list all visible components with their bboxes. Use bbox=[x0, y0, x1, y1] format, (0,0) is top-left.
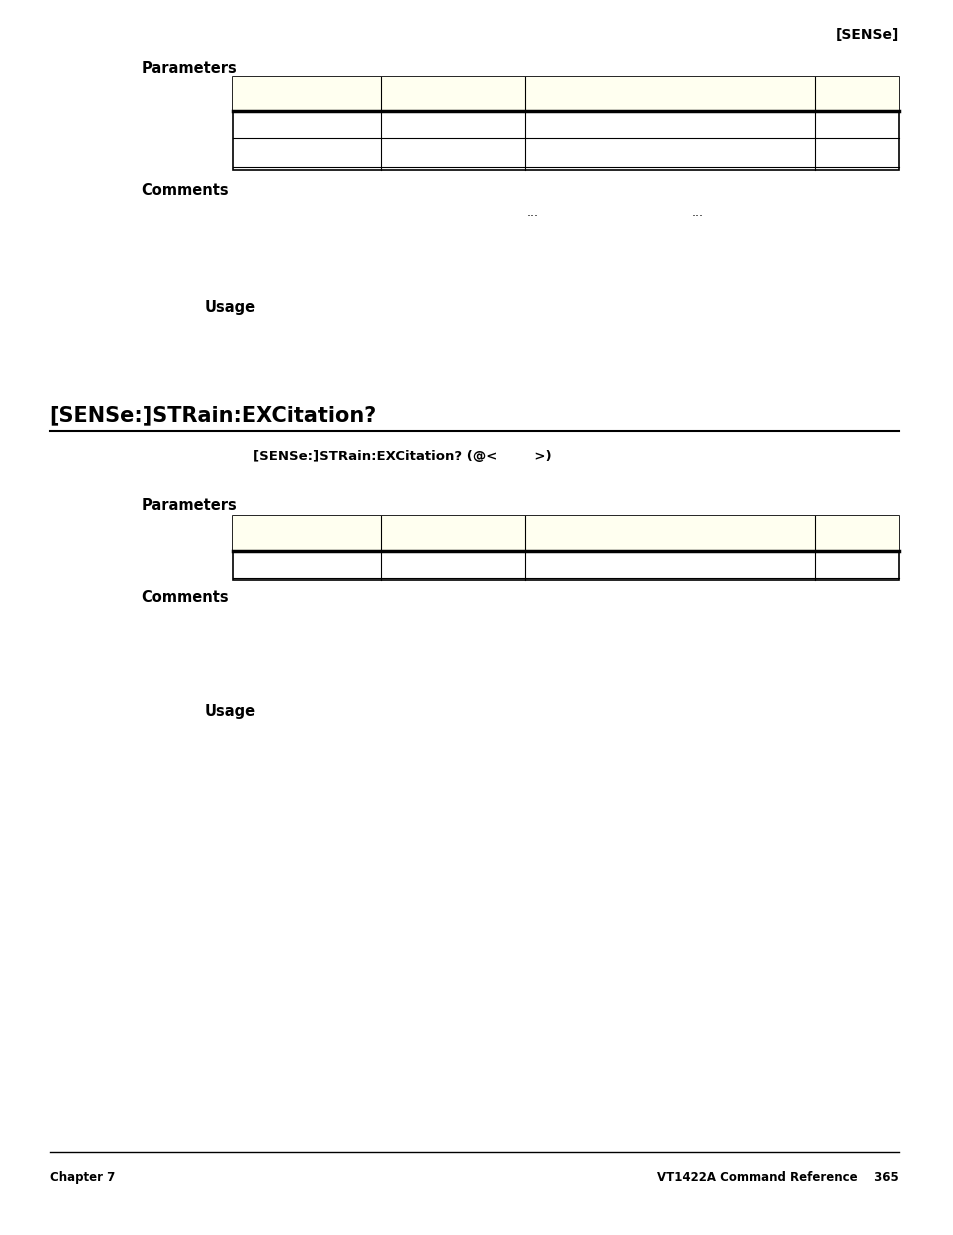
Text: Usage: Usage bbox=[205, 300, 256, 315]
Text: ...: ... bbox=[691, 206, 702, 219]
Text: [SENSe]: [SENSe] bbox=[835, 28, 898, 42]
Bar bbox=[233, 77, 898, 170]
Text: [SENSe:]STRain:EXCitation?: [SENSe:]STRain:EXCitation? bbox=[50, 405, 376, 425]
Text: Comments: Comments bbox=[141, 590, 229, 605]
Bar bbox=[233, 516, 898, 551]
Text: Usage: Usage bbox=[205, 704, 256, 719]
Text: VT1422A Command Reference    365: VT1422A Command Reference 365 bbox=[657, 1171, 898, 1184]
Text: Parameters: Parameters bbox=[141, 498, 236, 513]
Text: ...: ... bbox=[526, 206, 537, 219]
Text: Parameters: Parameters bbox=[141, 61, 236, 75]
Text: [SENSe:]STRain:EXCitation? (@<        >): [SENSe:]STRain:EXCitation? (@< >) bbox=[253, 450, 551, 463]
Text: Comments: Comments bbox=[141, 183, 229, 198]
Text: Chapter 7: Chapter 7 bbox=[50, 1171, 114, 1184]
Bar bbox=[233, 77, 898, 111]
Bar bbox=[233, 516, 898, 580]
